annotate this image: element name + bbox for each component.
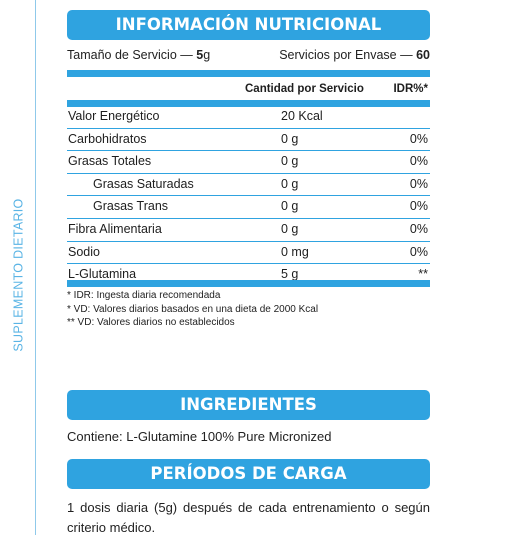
nutrient-idr: 0% — [409, 244, 428, 259]
nutrient-idr: 0% — [409, 154, 428, 169]
serving-size: Tamaño de Servicio — 5g — [67, 48, 210, 62]
serving-size-value: 5 — [196, 48, 204, 62]
nutrient-idr: ** — [418, 267, 428, 282]
table-row: L-Glutamina 5 g ** — [67, 264, 430, 286]
nutrient-amount: 0 g — [281, 154, 299, 169]
ingredients-text: Contiene: L-Glutamine 100% Pure Microniz… — [67, 429, 332, 444]
nutrient-idr: 0% — [409, 176, 428, 191]
nutrient-name: L-Glutamina — [68, 267, 137, 282]
footnotes: * IDR: Ingesta diaria recomendada * VD: … — [67, 289, 318, 330]
nutrient-amount: 0 g — [281, 221, 299, 236]
nutrient-name: Sodio — [68, 244, 100, 259]
table-row: Carbohidratos 0 g 0% — [67, 129, 430, 152]
loading-title-banner: PERÍODOS DE CARGA — [67, 459, 430, 489]
serving-info: Tamaño de Servicio — 5g Servicios por En… — [67, 48, 430, 62]
nutrient-name: Carbohidratos — [68, 131, 147, 146]
table-row: Valor Energético 20 Kcal — [67, 106, 430, 129]
nutrient-idr: 0% — [409, 199, 428, 214]
nutrient-name: Fibra Alimentaria — [68, 221, 162, 236]
ingredients-title-banner: INGREDIENTES — [67, 390, 430, 420]
nutrient-amount: 0 mg — [281, 244, 309, 259]
servings-value: 60 — [416, 48, 430, 62]
serving-size-label: Tamaño de Servicio — — [67, 48, 193, 62]
servings-per-container: Servicios por Envase — 60 — [279, 48, 430, 62]
footnote: * VD: Valores diarios basados en una die… — [67, 303, 319, 315]
nutrient-name: Grasas Trans — [93, 199, 169, 214]
nutrition-title-banner: INFORMACIÓN NUTRICIONAL — [67, 10, 430, 40]
side-label-text: SUPLEMENTO DIETARIO — [12, 198, 26, 352]
nutrient-name: Grasas Totales — [68, 154, 152, 169]
table-row: Grasas Saturadas 0 g 0% — [67, 174, 430, 197]
nutrient-amount: 5 g — [281, 267, 299, 282]
footnote: * IDR: Ingesta diaria recomendada — [67, 290, 221, 301]
table-row: Fibra Alimentaria 0 g 0% — [67, 219, 430, 242]
side-label: SUPLEMENTO DIETARIO — [8, 190, 30, 360]
footnote: ** VD: Valores diarios no establecidos — [67, 317, 235, 328]
nutrient-amount: 0 g — [281, 199, 299, 214]
table-row: Grasas Trans 0 g 0% — [67, 196, 430, 219]
nutrient-name: Valor Energético — [68, 109, 160, 123]
side-divider — [35, 0, 36, 535]
nutrient-amount: 20 Kcal — [281, 109, 323, 123]
nutrient-name: Grasas Saturadas — [93, 176, 194, 191]
nutrient-idr: 0% — [409, 221, 428, 236]
table-row: Sodio 0 mg 0% — [67, 242, 430, 265]
nutrient-amount: 0 g — [281, 131, 299, 146]
header-rule-bottom — [67, 100, 430, 107]
table-bottom-rule — [67, 280, 430, 287]
column-header-amount: Cantidad por Servicio — [245, 83, 364, 95]
nutrient-amount: 0 g — [281, 176, 299, 191]
table-row: Grasas Totales 0 g 0% — [67, 151, 430, 174]
nutrition-table: Valor Energético 20 Kcal Carbohidratos 0… — [67, 106, 430, 286]
serving-size-unit: g — [203, 48, 211, 62]
nutrient-idr: 0% — [409, 131, 428, 146]
table-header: Cantidad por Servicio IDR%* — [67, 80, 430, 100]
header-rule-top — [67, 70, 430, 77]
column-header-idr: IDR%* — [393, 83, 428, 95]
servings-label: Servicios por Envase — — [279, 48, 413, 62]
loading-text: 1 dosis diaria (5g) después de cada entr… — [67, 500, 430, 535]
